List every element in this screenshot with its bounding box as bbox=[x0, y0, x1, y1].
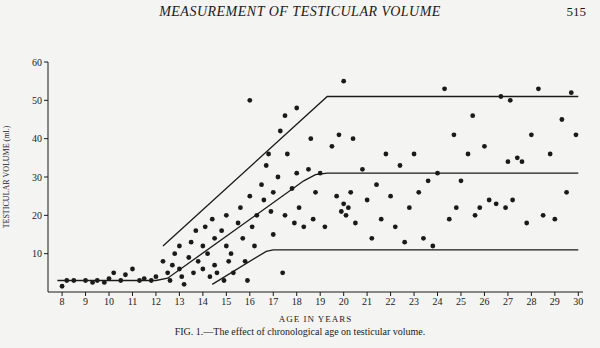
svg-text:29: 29 bbox=[550, 296, 560, 307]
svg-text:11: 11 bbox=[128, 296, 138, 307]
svg-text:TESTICULAR VOLUME (ml.): TESTICULAR VOLUME (ml.) bbox=[8, 125, 11, 228]
svg-text:26: 26 bbox=[479, 296, 489, 307]
svg-text:18: 18 bbox=[292, 296, 302, 307]
svg-text:17: 17 bbox=[268, 296, 278, 307]
svg-text:25: 25 bbox=[456, 296, 466, 307]
svg-text:21: 21 bbox=[362, 296, 372, 307]
svg-text:16: 16 bbox=[245, 296, 255, 307]
svg-text:19: 19 bbox=[315, 296, 325, 307]
svg-text:28: 28 bbox=[526, 296, 536, 307]
svg-text:8: 8 bbox=[60, 296, 65, 307]
svg-text:30: 30 bbox=[573, 296, 583, 307]
html-text:515: 515 bbox=[566, 4, 586, 19]
svg-text:27: 27 bbox=[503, 296, 513, 307]
svg-text:12: 12 bbox=[151, 296, 161, 307]
svg-text:30: 30 bbox=[32, 172, 42, 183]
svg-text:9: 9 bbox=[83, 296, 88, 307]
html-text:MEASUREMENT OF TESTICULAR VOLU: MEASUREMENT OF TESTICULAR VOLUME bbox=[159, 4, 441, 19]
svg-text:60: 60 bbox=[32, 57, 42, 68]
svg-text:50: 50 bbox=[32, 95, 42, 106]
svg-text:23: 23 bbox=[409, 296, 419, 307]
svg-text:40: 40 bbox=[32, 133, 42, 144]
svg-text:22: 22 bbox=[386, 296, 396, 307]
html-text:FIG. 1.—The effect of chronolo: FIG. 1.—The effect of chronological age … bbox=[174, 326, 426, 337]
svg-text:24: 24 bbox=[433, 296, 443, 307]
svg-text:AGE IN YEARS: AGE IN YEARS bbox=[279, 314, 353, 322]
svg-text:10: 10 bbox=[32, 248, 42, 259]
svg-text:15: 15 bbox=[221, 296, 231, 307]
svg-text:20: 20 bbox=[32, 210, 42, 221]
svg-text:20: 20 bbox=[339, 296, 349, 307]
svg-text:10: 10 bbox=[104, 296, 114, 307]
svg-text:13: 13 bbox=[174, 296, 184, 307]
svg-text:14: 14 bbox=[198, 296, 208, 307]
